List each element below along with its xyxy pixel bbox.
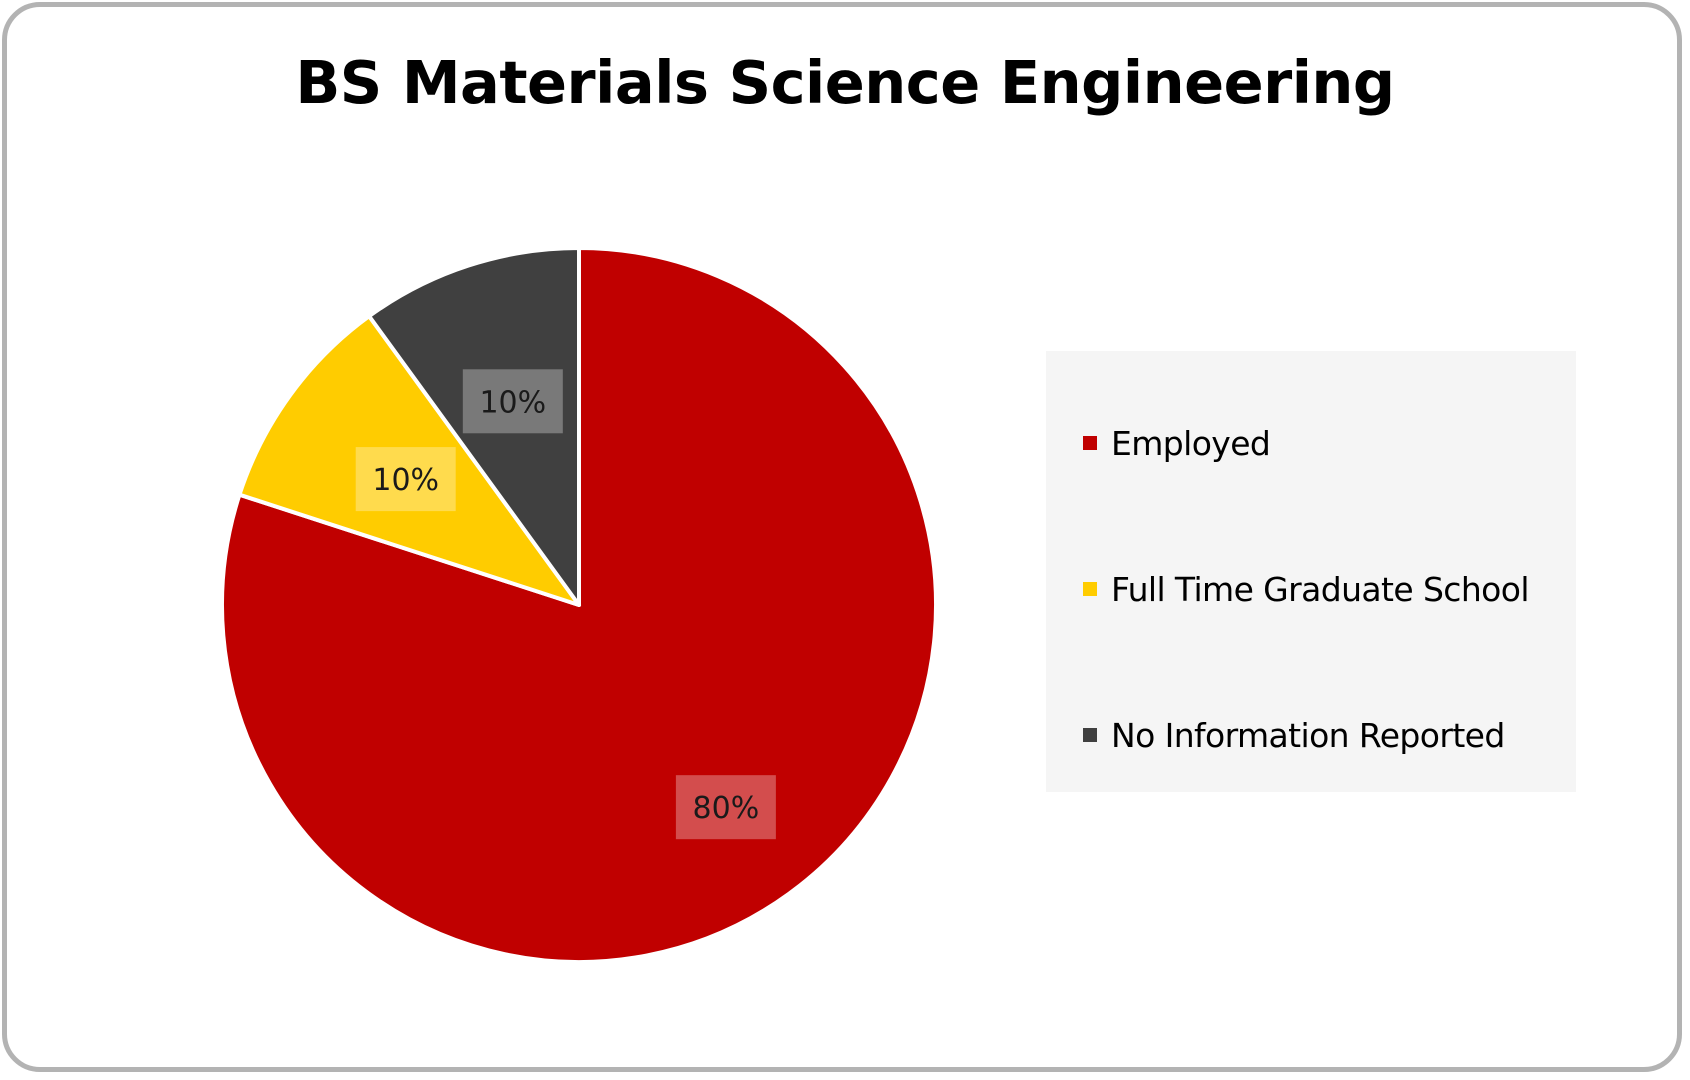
legend-label-graduate-school: Full Time Graduate School [1111, 569, 1530, 609]
data-label-employed: 80% [675, 775, 776, 840]
legend-item-graduate-school: Full Time Graduate School [1083, 569, 1530, 609]
legend: Employed Full Time Graduate School No In… [1046, 351, 1576, 792]
legend-swatch-employed [1083, 436, 1097, 450]
chart-title: BS Materials Science Engineering [295, 48, 1395, 117]
legend-label-no-information: No Information Reported [1111, 715, 1505, 755]
legend-swatch-no-information [1083, 728, 1097, 742]
pie-slice-employed [220, 246, 938, 964]
legend-item-employed: Employed [1083, 423, 1271, 463]
data-label-no-information: 10% [462, 369, 563, 434]
legend-swatch-graduate-school [1083, 582, 1097, 596]
pie-data-labels: 80% 10% 10% [355, 369, 776, 840]
pie-slices [220, 246, 938, 964]
data-label-text: 10% [372, 463, 439, 498]
legend-label-employed: Employed [1111, 423, 1271, 463]
legend-item-no-information: No Information Reported [1083, 715, 1505, 755]
data-label-background [462, 369, 563, 434]
pie-slice-no-information [367, 246, 581, 607]
data-label-text: 10% [479, 385, 546, 420]
data-label-background [675, 775, 776, 840]
data-label-text: 80% [693, 791, 760, 826]
pie-slice-graduate-school [237, 314, 581, 607]
data-label-graduate-school: 10% [355, 447, 456, 512]
data-label-background [355, 447, 456, 512]
